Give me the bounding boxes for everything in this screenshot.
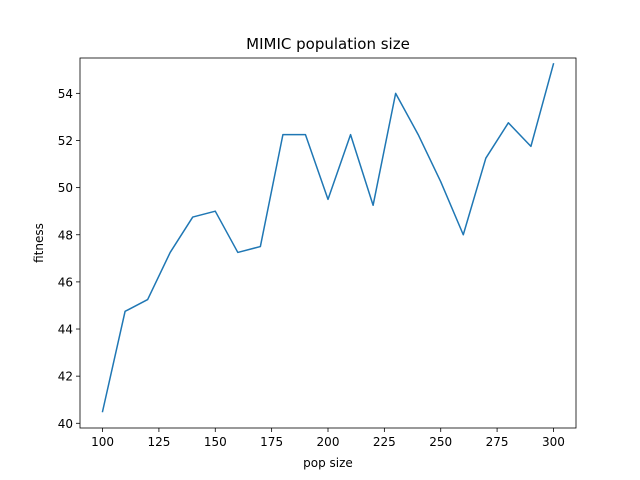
chart-title: MIMIC population size xyxy=(246,35,410,53)
x-tick-label: 100 xyxy=(91,435,114,449)
y-tick-label: 46 xyxy=(58,275,73,289)
plot-area: 100 125 150 175 200 225 250 275 300 40 42 44 46 48 50 5… xyxy=(58,57,577,449)
x-tick-label: 300 xyxy=(542,435,565,449)
x-tick-label: 250 xyxy=(429,435,452,449)
y-tick-label: 54 xyxy=(58,87,73,101)
axes-frame xyxy=(79,57,577,429)
y-tick-label: 40 xyxy=(58,417,73,431)
x-tick-label: 125 xyxy=(147,435,170,449)
x-tick-label: 175 xyxy=(260,435,283,449)
y-tick-label: 48 xyxy=(58,228,73,242)
y-axis-label: fitness xyxy=(32,223,46,263)
x-tick-label: 200 xyxy=(317,435,340,449)
y-tick-label: 50 xyxy=(58,181,73,195)
series-line-0 xyxy=(101,62,555,413)
y-tick-label: 44 xyxy=(58,323,73,337)
x-tick-label: 225 xyxy=(373,435,396,449)
y-tick-label: 52 xyxy=(58,134,73,148)
x-axis-label: pop size xyxy=(303,456,353,470)
x-tick-label: 275 xyxy=(486,435,509,449)
y-tick-label: 42 xyxy=(58,370,73,384)
x-tick-label: 150 xyxy=(204,435,227,449)
